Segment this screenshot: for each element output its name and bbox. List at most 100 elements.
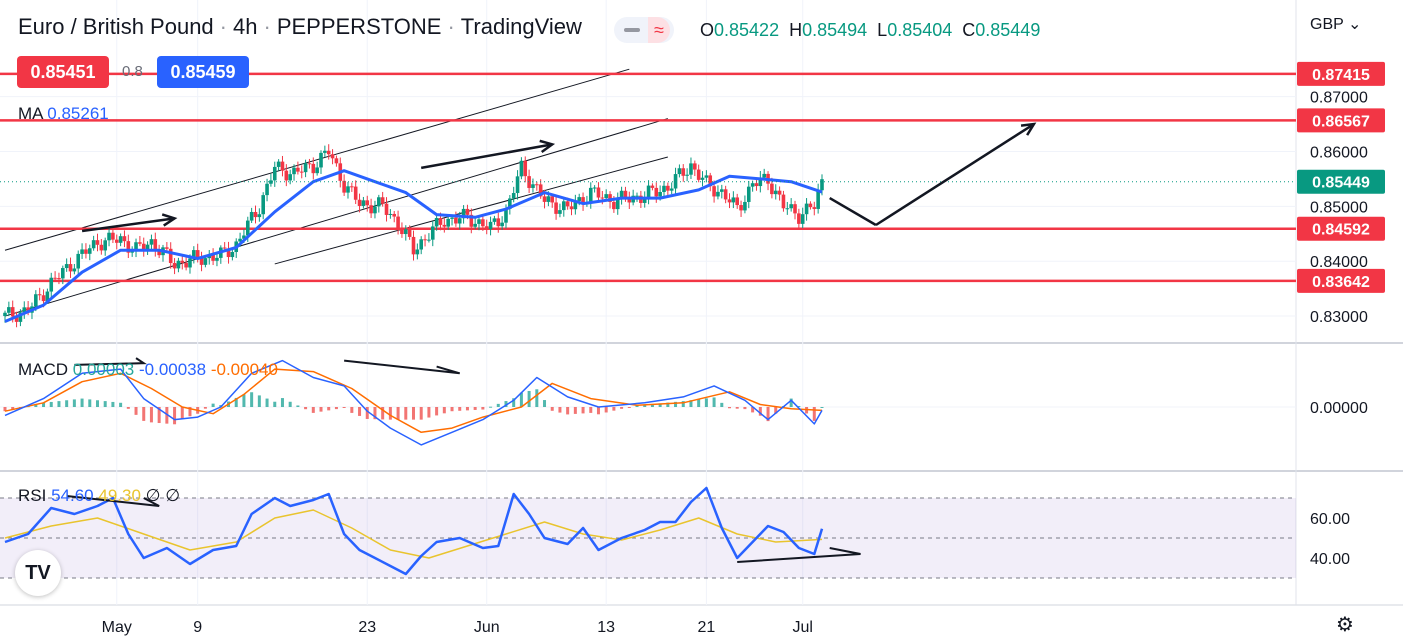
macd-histogram-bar [581,407,585,414]
candle-body [334,158,339,164]
macd-histogram-bar [304,407,308,410]
candle-body [373,206,377,214]
macd-histogram-bar [558,407,562,413]
interval[interactable]: 4h [233,14,258,39]
candle-body [669,188,674,191]
candle-body [350,186,354,188]
macd-histogram-bar [203,407,207,409]
candle-body [693,163,697,170]
candle-body [662,185,666,192]
high-value: 0.85494 [802,20,868,40]
candle-body [519,160,524,177]
candle-body [430,226,435,240]
candle-body [812,207,817,209]
macd-legend[interactable]: MACD 0.00003 -0.00038 -0.00040 [18,360,278,379]
macd-histogram-bar [250,392,254,407]
candle-body [477,219,481,224]
macd-histogram-bar [288,401,292,407]
candle-body [754,183,759,187]
macd-signal-line [4,368,823,434]
macd-histogram-bar [280,398,284,407]
wave-icon: ≈ [648,17,670,43]
rsi-legend[interactable]: RSI 54.60 49.30 ∅ ∅ [18,486,180,505]
sell-button[interactable]: 0.85451 [17,56,109,88]
macd-histogram-bar [458,407,462,411]
macd-histogram-bar [119,402,123,407]
candle-body [673,174,678,189]
candle-body [588,187,593,203]
ma-legend[interactable]: MA 0.85261 [18,104,109,123]
candle-body [41,295,46,302]
candle-body [215,257,219,261]
candle-body [407,229,412,237]
candle-body [481,219,485,227]
macd-histogram-bar [612,407,616,411]
macd-histogram-bar [658,403,662,407]
candle-body [723,189,728,200]
candle-body [10,307,15,317]
candle-body [199,257,204,265]
candle-body [569,206,574,210]
macd-signal-value: -0.00040 [210,360,278,379]
time-tick-label: Jun [474,619,500,636]
candle-body [500,222,504,227]
gear-icon[interactable]: ⚙ [1336,614,1354,636]
tradingview-logo[interactable]: TV [15,550,61,596]
candle-body [61,268,65,279]
arrow-head [161,213,178,227]
candle-body [242,235,246,239]
rsi-ma-value: 49.30 [98,486,141,505]
price-tick-label: 0.84000 [1310,254,1368,271]
macd-histogram-bar [296,405,300,407]
macd-histogram-bar [666,402,670,407]
rsi-tick-label: 60.00 [1310,511,1350,528]
candle-body [577,197,582,201]
candle-body [619,190,624,199]
candle-body [184,262,188,268]
symbol-name[interactable]: Euro / British Pound [18,14,214,39]
macd-histogram-bar [419,407,423,420]
macd-histogram-bar [643,404,647,407]
macd-histogram-bar [589,407,593,413]
macd-histogram-bar [334,407,338,410]
candle-body [642,197,647,203]
candle-body [180,260,185,263]
rsi-tick-label: 40.00 [1310,551,1350,568]
candle-body [816,190,820,209]
divergence-arrow [344,359,461,375]
candle-body [446,218,450,227]
candle-body [704,175,709,178]
macd-histogram-bar [265,398,269,407]
macd-line [4,359,823,446]
macd-histogram-bar [450,407,454,412]
macd-histogram-bar [103,401,107,407]
candle-body [319,152,323,168]
candle-body [68,264,73,272]
macd-histogram-bar [650,404,654,407]
time-tick-label: May [102,619,132,636]
moving-average-line [4,169,823,323]
macd-histogram-bar [766,407,770,422]
candle-body [176,260,181,269]
candle-body [18,312,23,322]
market-status-pill[interactable]: ≈ [614,17,674,43]
candle-body [712,186,716,197]
candle-body [743,201,747,211]
candle-body [22,307,27,313]
level-price-tag [1297,108,1385,133]
candle-body [384,203,389,215]
candle-body [457,218,462,224]
macd-histogram-bar [411,407,415,420]
macd-histogram-bar [620,407,624,409]
macd-histogram-bar [812,407,816,421]
macd-histogram-bar [704,398,708,407]
candle-body [3,312,7,317]
currency-selector[interactable]: GBP ⌄ [1310,16,1362,33]
macd-histogram-bar [358,407,362,416]
candle-body [57,278,61,280]
buy-button[interactable]: 0.85459 [157,56,249,88]
candle-body [635,195,639,197]
macd-tick-label: 0.00000 [1310,400,1368,417]
candle-body [357,199,362,206]
